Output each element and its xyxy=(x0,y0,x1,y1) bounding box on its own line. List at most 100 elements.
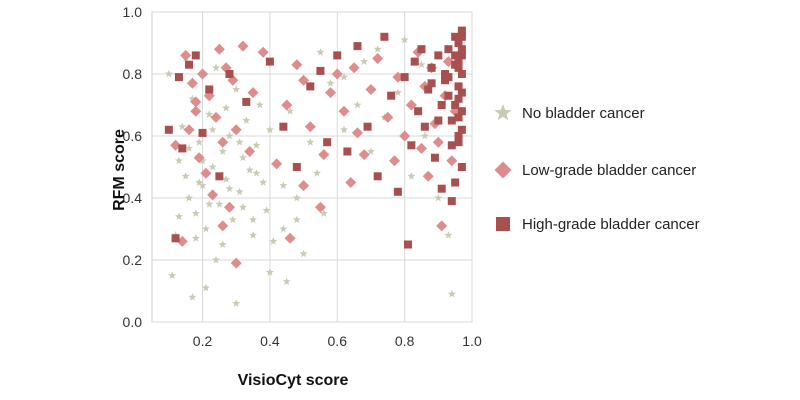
point-high-grade-bladder-cancer xyxy=(444,73,453,82)
point-no-bladder-cancer xyxy=(265,125,274,134)
point-no-bladder-cancer xyxy=(400,35,409,44)
point-no-bladder-cancer xyxy=(259,178,268,186)
x-tick-labels: 0.2 0.4 0.6 0.8 1.0 xyxy=(193,333,482,349)
point-no-bladder-cancer xyxy=(340,125,348,134)
x-tick-label: 0.8 xyxy=(395,333,415,349)
point-no-bladder-cancer xyxy=(239,203,247,211)
point-high-grade-bladder-cancer xyxy=(451,32,460,41)
point-high-grade-bladder-cancer xyxy=(457,26,466,35)
point-low-grade-bladder-cancer xyxy=(217,220,229,232)
point-high-grade-bladder-cancer xyxy=(306,82,315,91)
point-high-grade-bladder-cancer xyxy=(427,63,436,72)
point-high-grade-bladder-cancer xyxy=(316,66,325,75)
point-high-grade-bladder-cancer xyxy=(430,153,439,162)
point-high-grade-bladder-cancer xyxy=(437,101,446,109)
point-high-grade-bladder-cancer xyxy=(447,141,456,150)
point-no-bladder-cancer xyxy=(340,72,348,81)
point-no-bladder-cancer xyxy=(212,255,220,264)
point-high-grade-bladder-cancer xyxy=(457,107,466,116)
point-low-grade-bladder-cancer xyxy=(197,68,209,80)
point-low-grade-bladder-cancer xyxy=(271,158,283,170)
y-axis-title: RFM score xyxy=(111,129,128,211)
point-low-grade-bladder-cancer xyxy=(436,220,448,232)
y-tick-label: 0.4 xyxy=(123,190,143,206)
point-no-bladder-cancer xyxy=(198,156,207,165)
point-high-grade-bladder-cancer xyxy=(380,32,389,41)
point-no-bladder-cancer xyxy=(306,138,315,146)
point-high-grade-bladder-cancer xyxy=(407,141,416,150)
point-no-bladder-cancer xyxy=(191,209,200,217)
point-low-grade-bladder-cancer xyxy=(210,111,222,123)
point-low-grade-bladder-cancer xyxy=(190,105,202,117)
point-low-grade-bladder-cancer xyxy=(217,136,229,148)
legend: No bladder cancer Low-grade bladder canc… xyxy=(494,104,700,233)
point-no-bladder-cancer xyxy=(222,175,231,183)
point-no-bladder-cancer xyxy=(313,169,321,177)
point-no-bladder-cancer xyxy=(218,147,227,155)
point-high-grade-bladder-cancer xyxy=(353,42,362,51)
legend-item-no-bladder-cancer: No bladder cancer xyxy=(494,104,645,122)
point-high-grade-bladder-cancer xyxy=(457,125,466,134)
point-no-bladder-cancer xyxy=(252,141,261,149)
point-low-grade-bladder-cancer xyxy=(389,155,401,167)
point-high-grade-bladder-cancer xyxy=(451,178,460,187)
point-no-bladder-cancer xyxy=(188,293,197,301)
point-no-bladder-cancer xyxy=(181,172,190,180)
point-low-grade-bladder-cancer xyxy=(399,130,411,142)
point-no-bladder-cancer xyxy=(319,209,328,217)
point-low-grade-bladder-cancer xyxy=(244,146,256,157)
point-no-bladder-cancer xyxy=(208,125,217,134)
point-high-grade-bladder-cancer xyxy=(292,163,301,171)
point-low-grade-bladder-cancer xyxy=(365,84,377,95)
point-no-bladder-cancer xyxy=(245,165,254,174)
point-no-bladder-cancer xyxy=(269,237,278,245)
point-no-bladder-cancer xyxy=(235,138,244,146)
plot-area xyxy=(151,11,473,323)
point-no-bladder-cancer xyxy=(316,48,325,56)
point-high-grade-bladder-cancer xyxy=(225,70,234,78)
point-low-grade-bladder-cancer xyxy=(284,232,296,244)
point-high-grade-bladder-cancer xyxy=(404,240,412,249)
point-high-grade-bladder-cancer xyxy=(198,128,207,137)
point-low-grade-bladder-cancer xyxy=(237,40,249,52)
point-no-bladder-cancer xyxy=(373,45,382,53)
point-low-grade-bladder-cancer xyxy=(446,155,458,167)
point-low-grade-bladder-cancer xyxy=(331,68,343,80)
point-no-bladder-cancer xyxy=(185,193,193,202)
point-no-bladder-cancer xyxy=(367,147,375,155)
point-high-grade-bladder-cancer xyxy=(457,45,466,54)
y-tick-label: 0.2 xyxy=(123,252,143,268)
legend-item-low-grade-bladder-cancer: Low-grade bladder cancer xyxy=(494,161,696,179)
point-no-bladder-cancer xyxy=(279,224,288,233)
point-no-bladder-cancer xyxy=(225,131,234,140)
point-no-bladder-cancer xyxy=(201,283,210,292)
point-high-grade-bladder-cancer xyxy=(164,125,173,134)
point-low-grade-bladder-cancer xyxy=(348,62,360,74)
point-no-bladder-cancer xyxy=(191,234,200,242)
point-high-grade-bladder-cancer xyxy=(323,138,332,147)
point-low-grade-bladder-cancer xyxy=(213,43,225,55)
point-no-bladder-cancer xyxy=(212,63,220,72)
point-no-bladder-cancer xyxy=(444,231,453,239)
point-low-grade-bladder-cancer xyxy=(314,201,326,213)
point-no-bladder-cancer xyxy=(353,100,362,109)
data-points xyxy=(164,26,466,307)
point-no-bladder-cancer xyxy=(447,289,456,298)
point-no-bladder-cancer xyxy=(265,268,274,276)
point-high-grade-bladder-cancer xyxy=(454,132,463,140)
point-no-bladder-cancer xyxy=(434,193,443,202)
y-tick-labels: 0.0 0.2 0.4 0.6 0.8 1.0 xyxy=(123,4,143,330)
point-high-grade-bladder-cancer xyxy=(457,88,466,97)
point-no-bladder-cancer xyxy=(208,162,217,171)
point-no-bladder-cancer xyxy=(205,200,214,208)
point-no-bladder-cancer xyxy=(195,178,204,186)
point-no-bladder-cancer xyxy=(286,107,295,115)
point-low-grade-bladder-cancer xyxy=(432,136,444,148)
point-no-bladder-cancer xyxy=(175,212,183,220)
point-no-bladder-cancer xyxy=(195,138,204,146)
point-no-bladder-cancer xyxy=(242,116,251,124)
point-low-grade-bladder-cancer xyxy=(200,167,212,179)
point-high-grade-bladder-cancer xyxy=(457,70,466,78)
point-low-grade-bladder-cancer xyxy=(358,149,370,161)
